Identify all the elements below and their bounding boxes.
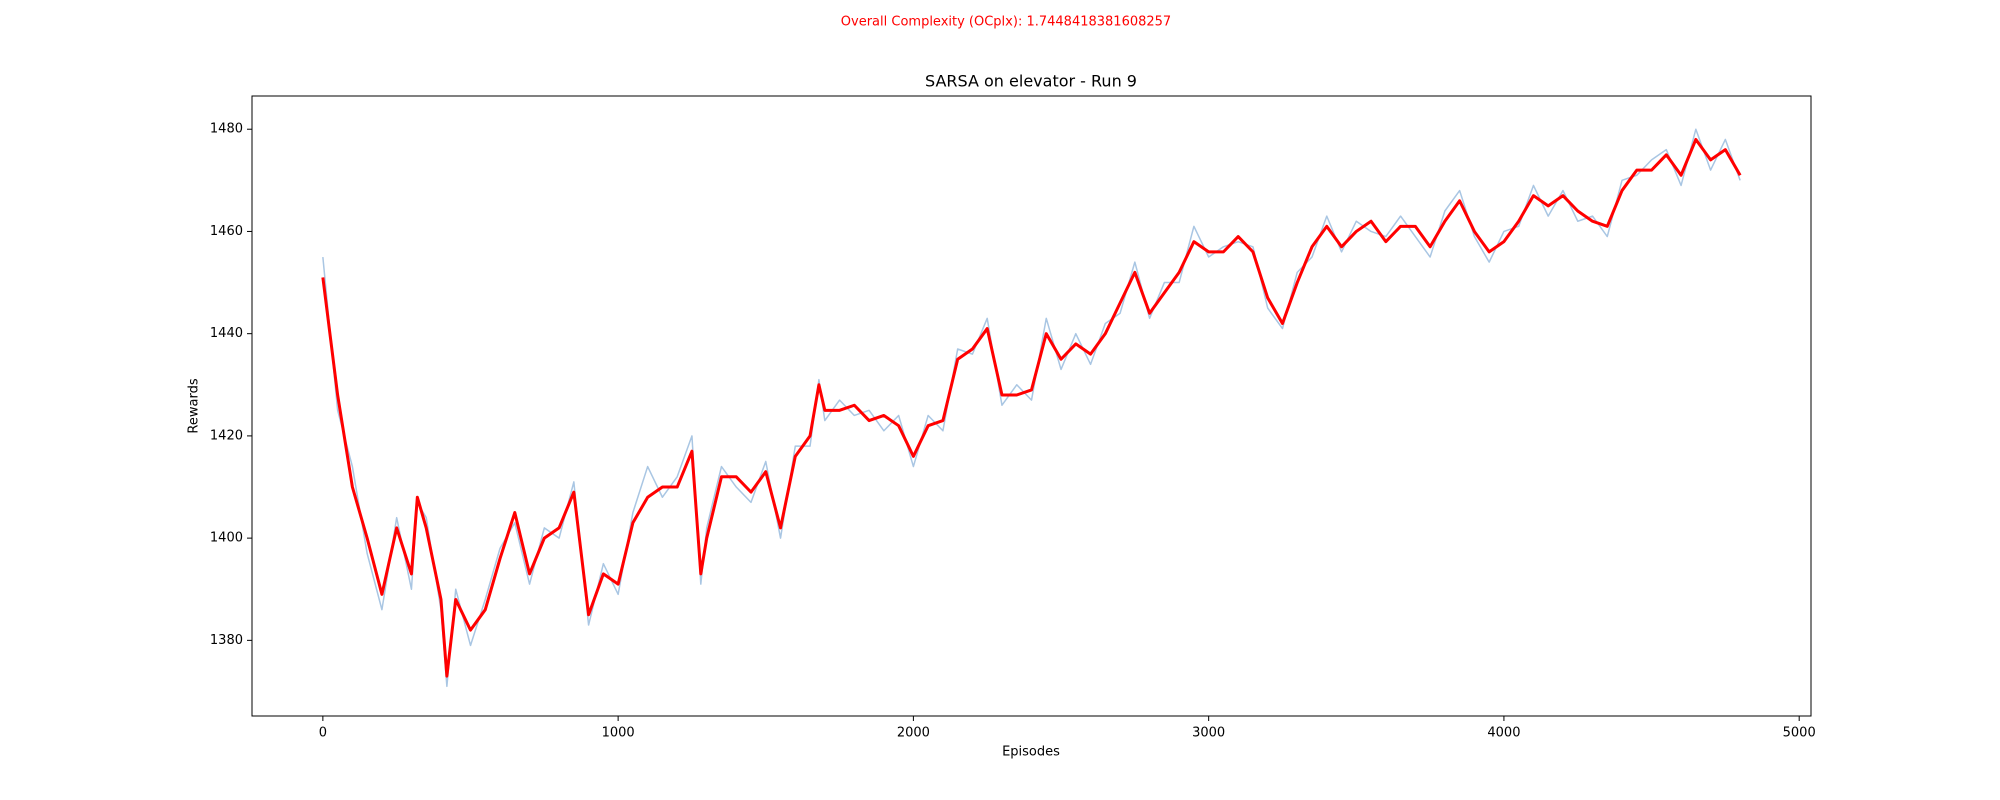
y-tick-label: 1420 xyxy=(210,428,243,443)
chart-title: SARSA on elevator - Run 9 xyxy=(925,72,1137,91)
y-axis-label: Rewards xyxy=(187,378,202,433)
x-tick-label: 4000 xyxy=(1487,726,1520,741)
y-tick-label: 1460 xyxy=(210,224,243,239)
complexity-header: Overall Complexity (OCplx): 1.7448418381… xyxy=(841,15,1171,30)
x-tick-label: 1000 xyxy=(602,726,635,741)
y-tick-label: 1380 xyxy=(210,633,243,648)
y-tick-label: 1480 xyxy=(210,122,243,137)
x-tick-label: 5000 xyxy=(1783,726,1816,741)
y-tick-label: 1400 xyxy=(210,531,243,546)
x-tick-label: 3000 xyxy=(1192,726,1225,741)
x-tick-label: 0 xyxy=(319,726,327,741)
y-tick-label: 1440 xyxy=(210,326,243,341)
x-tick-label: 2000 xyxy=(897,726,930,741)
x-axis-label: Episodes xyxy=(1002,745,1060,760)
series-line xyxy=(321,137,1742,678)
plot-frame xyxy=(251,95,1812,717)
